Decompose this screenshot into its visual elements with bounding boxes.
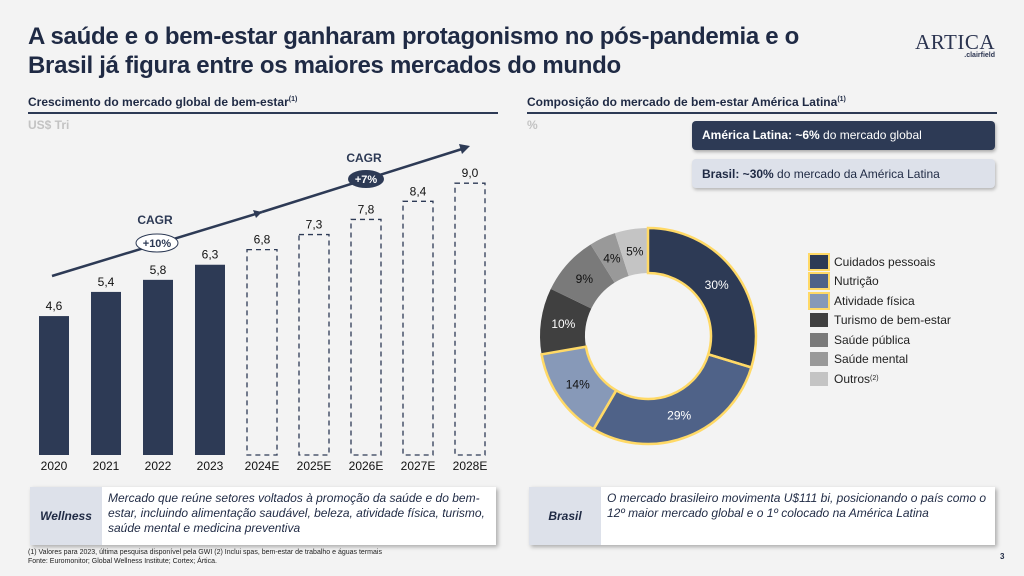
x-tick-label: 2020 [41, 459, 68, 473]
bar-value-label: 5,8 [150, 263, 167, 277]
right-section-heading: Composição do mercado de bem-estar Améri… [527, 95, 846, 109]
bar-value-label: 6,3 [202, 248, 219, 262]
donut-slice [593, 354, 752, 444]
left-section-heading: Crescimento do mercado global de bem-est… [28, 95, 298, 109]
legend-item: Outros (2) [810, 369, 951, 389]
page-title: A saúde e o bem-estar ganharam protagoni… [28, 23, 800, 79]
right-unit: % [527, 118, 538, 132]
wellness-note: Wellness Mercado que reúne setores volta… [30, 487, 496, 545]
slice-highlight [646, 226, 758, 370]
bar-projected [402, 200, 434, 456]
logo-sub: .clairfield [964, 52, 995, 59]
latam-share-box: América Latina: ~6% do mercado global [692, 121, 995, 150]
cagr-label: CAGR [346, 151, 382, 165]
slice-highlight [591, 352, 753, 446]
legend-swatch [808, 291, 830, 310]
legend-item: Turismo de bem-estar [810, 311, 951, 331]
x-tick-label: 2023 [197, 459, 224, 473]
cagr-value: +10% [143, 238, 172, 250]
legend-item: Saúde pública [810, 330, 951, 350]
bar-projected [246, 248, 278, 456]
footnote-source: Fonte: Euromonitor; Global Wellness Inst… [28, 558, 217, 565]
page-number: 3 [1000, 552, 1005, 561]
bar-value-label: 6,8 [254, 233, 271, 247]
footnote-1: (1) Valores para 2023, última pesquisa d… [28, 549, 382, 556]
note-label: Brasil [529, 487, 601, 545]
slice-label: 9% [576, 272, 594, 286]
legend-swatch [808, 272, 830, 291]
slice-label: 5% [626, 245, 644, 259]
legend-label: Outros [834, 371, 871, 386]
legend-swatch [810, 332, 828, 347]
x-tick-label: 2028E [453, 459, 488, 473]
slice-label: 30% [705, 278, 729, 292]
x-tick-label: 2026E [349, 459, 384, 473]
bar [143, 279, 173, 455]
arrow-head [253, 210, 262, 218]
legend-label: Turismo de bem-estar [834, 313, 951, 328]
legend-item: Saúde mental [810, 350, 951, 370]
arrow-head [459, 144, 470, 154]
footnotes: (1) Valores para 2023, última pesquisa d… [28, 548, 382, 566]
slice-label: 4% [603, 251, 621, 265]
bar [91, 291, 121, 455]
note-text: O mercado brasileiro movimenta U$111 bi,… [607, 491, 987, 520]
donut-slice [590, 233, 629, 283]
donut-slice [540, 288, 592, 355]
cagr-badge [348, 170, 384, 188]
x-tick-label: 2025E [297, 459, 332, 473]
legend-item: Atividade física [808, 291, 951, 311]
x-tick-label: 2021 [93, 459, 120, 473]
donut-slice [648, 228, 756, 368]
legend-swatch [808, 252, 830, 271]
bar-projected [298, 233, 330, 456]
bar-value-label: 8,4 [410, 184, 427, 198]
legend-sup: (2) [870, 375, 879, 383]
legend-label: Saúde mental [834, 352, 909, 367]
cagr-value: +7% [355, 174, 378, 186]
donut-slice [541, 346, 617, 430]
right-divider [527, 112, 997, 114]
legend-item: Nutrição [808, 272, 951, 292]
legend-swatch [810, 371, 828, 386]
bar-projected [350, 218, 382, 456]
bar-value-label: 7,3 [306, 218, 323, 232]
donut-slice [614, 228, 648, 277]
legend-label: Nutrição [834, 274, 879, 289]
logo-main: ARTICA [915, 30, 995, 54]
bar [39, 316, 69, 455]
bar [195, 264, 225, 455]
left-unit: US$ Tri [28, 118, 70, 132]
slice-label: 14% [566, 378, 590, 392]
x-tick-label: 2027E [401, 459, 436, 473]
artica-logo: ARTICA .clairfield [905, 30, 995, 59]
legend-swatch [810, 352, 828, 367]
cagr-label: CAGR [137, 213, 173, 227]
x-tick-label: 2024E [245, 459, 280, 473]
x-tick-label: 2022 [145, 459, 172, 473]
slice-highlight [540, 345, 618, 431]
bar-value-label: 4,6 [46, 299, 63, 313]
bar-value-label: 7,8 [358, 202, 375, 216]
legend-swatch [810, 313, 828, 328]
brasil-share-box: Brasil: ~30% do mercado da América Latin… [692, 159, 995, 188]
legend-label: Cuidados pessoais [834, 254, 936, 269]
note-label: Wellness [30, 487, 102, 545]
legend-item: Cuidados pessoais [808, 252, 951, 272]
bar-projected [454, 182, 486, 456]
note-text: Mercado que reúne setores voltados à pro… [108, 491, 485, 535]
cagr-badge [135, 233, 179, 253]
slice-label: 29% [667, 409, 691, 423]
donut-legend: Cuidados pessoais Nutrição Atividade físic… [808, 252, 951, 389]
donut-slice [550, 244, 615, 309]
left-divider [28, 112, 498, 114]
slice-label: 10% [551, 317, 575, 331]
bar-value-label: 9,0 [462, 166, 479, 180]
bar-value-label: 5,4 [98, 275, 115, 289]
bar-chart: 4,6 2020 5,4 2021 5,8 2022 6,3 2023 6,8 2024E 7,3 2… [39, 144, 488, 473]
brasil-note: Brasil O mercado brasileiro movimenta U$… [529, 487, 995, 545]
donut-chart: 30% 29% 14% 10% 9% 4% 5% [540, 226, 758, 446]
legend-label: Atividade física [834, 293, 915, 308]
legend-label: Saúde pública [834, 332, 911, 347]
